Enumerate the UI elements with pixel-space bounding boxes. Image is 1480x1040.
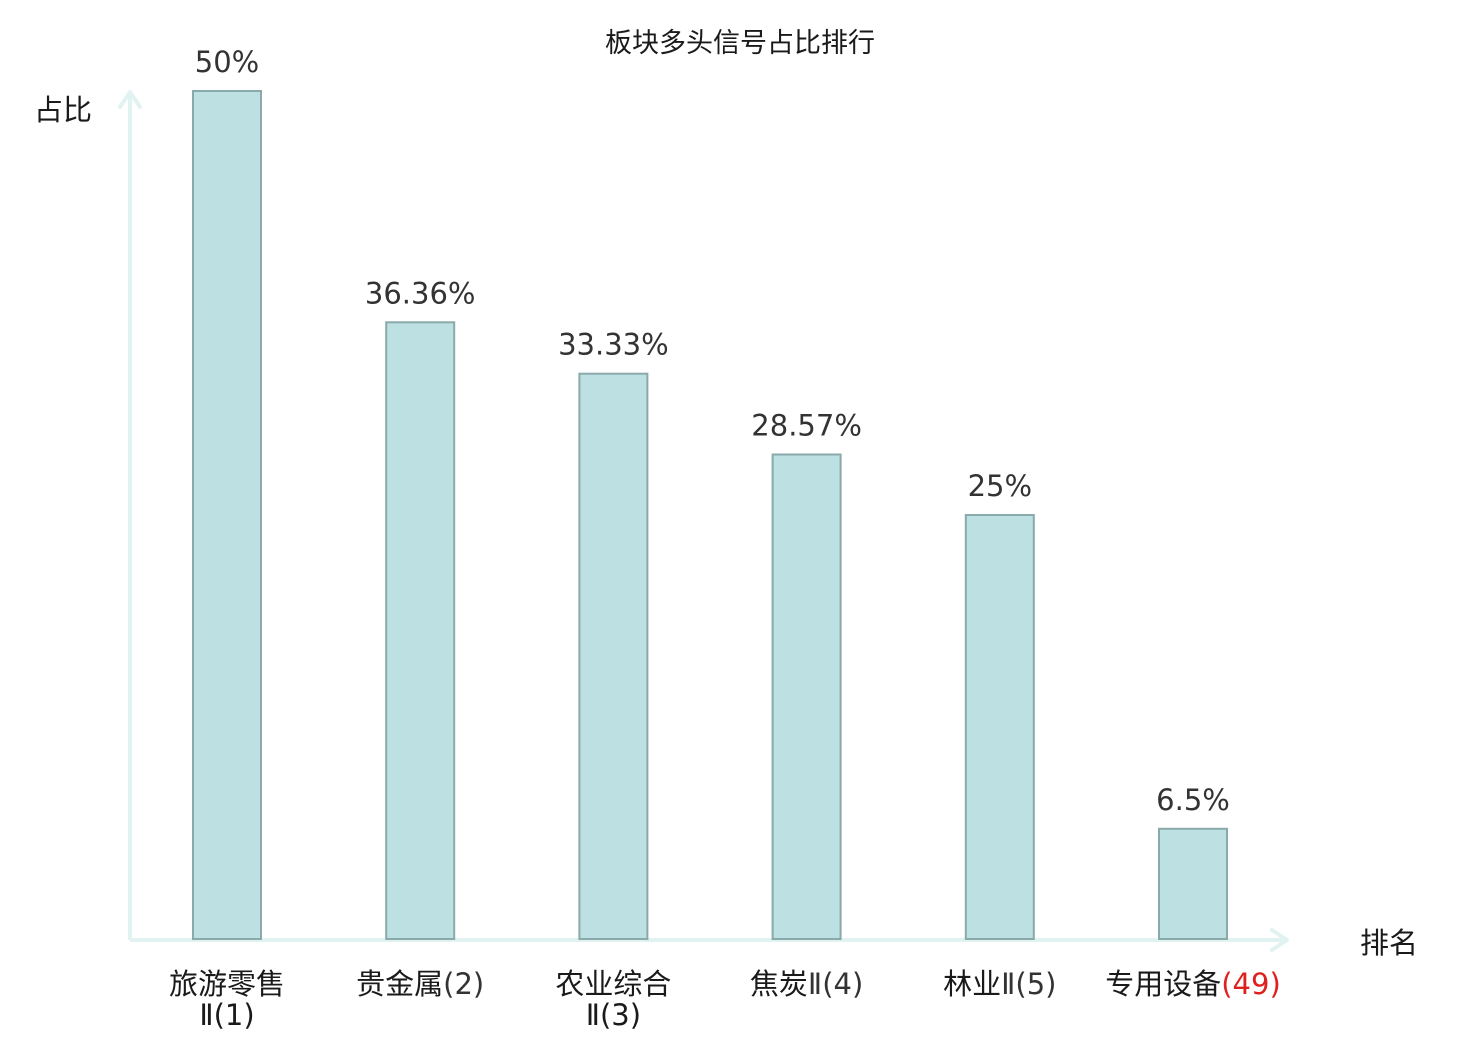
category-label: 农业综合 xyxy=(555,967,671,1001)
category-label-suffix: Ⅱ(4) xyxy=(808,967,863,1001)
category-label-name: 专用设备 xyxy=(1105,967,1221,1001)
bar xyxy=(964,514,1035,940)
category-label-suffix: Ⅱ(5) xyxy=(1001,967,1056,1001)
x-axis-label: 排名 xyxy=(1360,926,1418,960)
bar xyxy=(1158,827,1228,940)
value-label: 6.5% xyxy=(1156,783,1230,817)
bar xyxy=(192,90,262,940)
category-label: 林业Ⅱ(5) xyxy=(943,967,1056,1001)
category-label-name: 林业 xyxy=(943,967,1001,1001)
value-label: 28.57% xyxy=(751,409,862,443)
y-axis-arrow xyxy=(118,90,142,109)
y-axis-label: 占比 xyxy=(34,93,92,127)
value-label: 50% xyxy=(195,45,259,79)
value-label: 33.33% xyxy=(558,328,669,362)
value-label: 25% xyxy=(968,469,1032,503)
chart-title: 板块多头信号占比排行 xyxy=(605,28,875,59)
category-label-name: 焦炭 xyxy=(750,967,808,1001)
axes xyxy=(118,90,1289,952)
bar xyxy=(771,453,842,940)
bars-group xyxy=(192,90,1228,940)
category-label-suffix: Ⅱ(3) xyxy=(586,998,641,1032)
category-label: 专用设备(49) xyxy=(1105,967,1281,1001)
category-label: 旅游零售 xyxy=(169,967,285,1001)
category-label: 贵金属(2) xyxy=(356,967,484,1001)
bar xyxy=(578,372,649,940)
category-label-suffix: (49) xyxy=(1221,967,1281,1001)
value-labels-group: 50% 36.36% 33.33% 28.57% 25% 6.5% xyxy=(195,45,1230,817)
category-label-suffix: (2) xyxy=(443,967,484,1001)
category-label-suffix: Ⅱ(1) xyxy=(199,998,254,1032)
x-axis-arrow xyxy=(1270,928,1289,952)
category-label-name: 贵金属 xyxy=(356,967,443,1001)
category-label: 焦炭Ⅱ(4) xyxy=(750,967,863,1001)
bar xyxy=(385,321,456,940)
value-label: 36.36% xyxy=(365,276,476,310)
